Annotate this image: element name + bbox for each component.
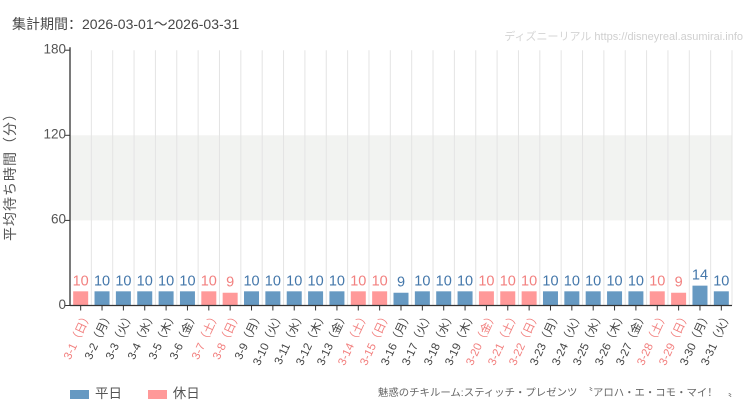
svg-text:10: 10 (542, 273, 558, 289)
svg-text:9: 9 (226, 275, 234, 291)
svg-text:10: 10 (649, 273, 665, 289)
svg-text:10: 10 (115, 273, 131, 289)
svg-text:10: 10 (414, 273, 430, 289)
svg-text:120: 120 (43, 127, 66, 142)
svg-text:14: 14 (692, 268, 708, 284)
svg-text:10: 10 (606, 273, 622, 289)
svg-text:10: 10 (329, 273, 345, 289)
svg-text:10: 10 (585, 273, 601, 289)
svg-text:10: 10 (628, 273, 644, 289)
svg-text:10: 10 (286, 273, 302, 289)
svg-text:9: 9 (675, 275, 683, 291)
svg-text:10: 10 (201, 273, 217, 289)
svg-text:0: 0 (58, 297, 66, 312)
svg-text:10: 10 (265, 273, 281, 289)
svg-text:10: 10 (521, 273, 537, 289)
svg-text:10: 10 (137, 273, 153, 289)
svg-text:10: 10 (179, 273, 195, 289)
svg-text:10: 10 (308, 273, 324, 289)
svg-text:10: 10 (478, 273, 494, 289)
svg-text:10: 10 (564, 273, 580, 289)
svg-text:10: 10 (94, 273, 110, 289)
svg-text:10: 10 (500, 273, 516, 289)
svg-text:10: 10 (436, 273, 452, 289)
svg-text:180: 180 (43, 42, 66, 57)
svg-text:10: 10 (243, 273, 259, 289)
svg-text:60: 60 (51, 212, 66, 227)
svg-text:10: 10 (372, 273, 388, 289)
svg-text:10: 10 (158, 273, 174, 289)
svg-text:10: 10 (713, 273, 729, 289)
svg-text:10: 10 (350, 273, 366, 289)
svg-text:10: 10 (457, 273, 473, 289)
svg-text:10: 10 (73, 273, 89, 289)
svg-text:9: 9 (397, 275, 405, 291)
